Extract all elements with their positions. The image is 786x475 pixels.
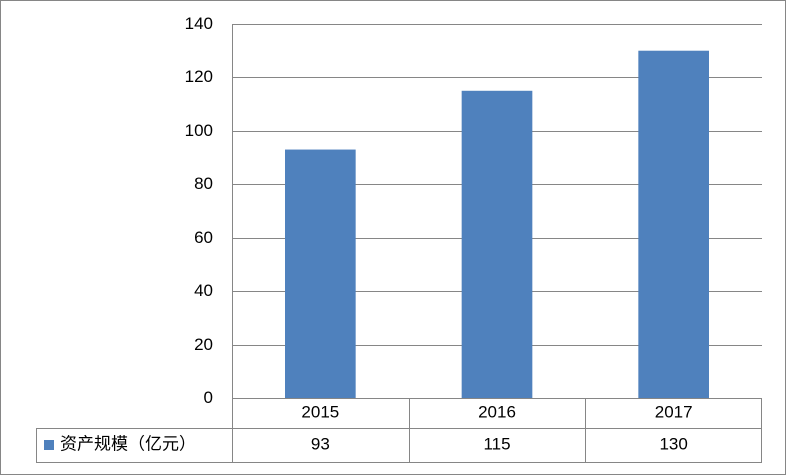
bar — [461, 90, 533, 399]
y-tick-label: 0 — [204, 388, 213, 407]
y-tick-label: 120 — [185, 67, 213, 86]
y-tick-label: 100 — [185, 121, 213, 140]
y-tick-label: 80 — [194, 174, 213, 193]
legend-swatch — [44, 440, 54, 450]
table-value: 93 — [311, 434, 330, 453]
table-value: 115 — [483, 434, 510, 453]
y-tick-label: 140 — [185, 14, 213, 33]
x-tick-label: 2016 — [478, 402, 516, 421]
x-tick-label: 2017 — [655, 402, 693, 421]
legend-label: 资产规模（亿元） — [60, 434, 196, 453]
bar — [285, 149, 356, 398]
y-tick-label: 20 — [194, 335, 213, 354]
bar — [638, 50, 709, 398]
y-tick-label: 40 — [194, 281, 213, 300]
table-value: 130 — [659, 434, 687, 453]
y-tick-label: 60 — [194, 228, 213, 247]
x-tick-label: 2015 — [301, 402, 339, 421]
